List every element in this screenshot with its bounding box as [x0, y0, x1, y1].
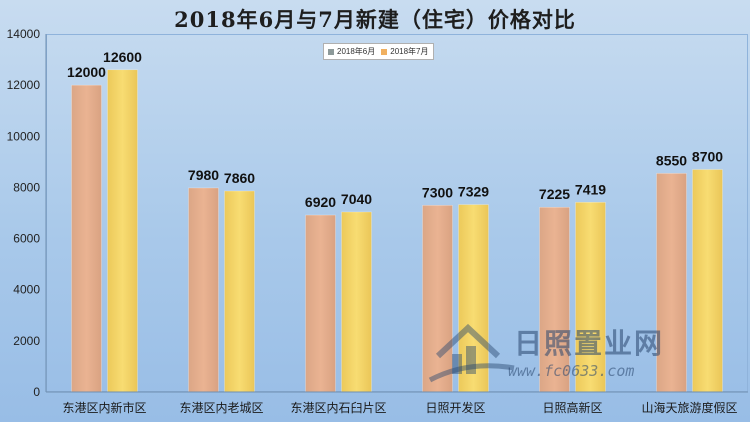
x-category-label: 日照开发区	[425, 400, 485, 415]
y-tick-label: 14000	[7, 27, 41, 41]
watermark: 日照置业网 www.fc0633.com	[428, 316, 728, 386]
legend-label-jul: 2018年7月	[390, 47, 429, 56]
y-tick-label: 4000	[13, 283, 40, 297]
data-label-jun: 6920	[305, 194, 336, 210]
bar-jul	[575, 202, 606, 393]
bar-jul	[458, 204, 489, 393]
y-tick-label: 10000	[7, 129, 41, 143]
x-category-label: 东港区内石臼片区	[290, 400, 386, 415]
y-tick-label: 0	[33, 385, 40, 399]
data-label-jul: 8700	[692, 149, 723, 165]
data-label-jun: 7300	[422, 184, 453, 200]
legend-swatch-jul	[381, 48, 388, 55]
bars-group	[71, 69, 723, 393]
bar-jun	[656, 173, 687, 393]
bar-jul	[224, 190, 255, 393]
legend-item-jun: 2018年6月	[328, 46, 375, 57]
bar-jun	[71, 84, 102, 393]
bar-jun	[188, 187, 219, 393]
bar-jun	[422, 205, 453, 393]
watermark-text: 日照置业网	[514, 327, 665, 360]
x-category-label: 山海天旅游度假区	[641, 400, 737, 415]
watermark-house-icon	[428, 323, 515, 383]
x-category-label: 日照高新区	[542, 400, 602, 415]
data-label-jun: 7225	[539, 186, 570, 202]
y-tick-label: 2000	[13, 334, 40, 348]
legend: 2018年6月 2018年7月	[323, 43, 434, 60]
data-label-jun: 8550	[656, 152, 687, 168]
watermark-url: www.fc0633.com	[508, 362, 635, 380]
bar-jul	[341, 211, 372, 393]
data-label-jul: 12600	[103, 49, 142, 65]
bar-jul	[107, 69, 138, 393]
y-axis: 0 2000 4000 6000 8000 10000 12000 14000	[7, 27, 47, 399]
legend-item-jul: 2018年7月	[381, 46, 429, 57]
x-axis: 东港区内新市区 东港区内老城区 东港区内石臼片区 日照开发区 日照高新区 山海天旅游度假区	[46, 391, 748, 415]
bar-jul	[692, 169, 723, 393]
legend-label-jun: 2018年6月	[337, 47, 376, 56]
x-category-label: 东港区内新市区	[62, 400, 146, 415]
y-tick-label: 12000	[7, 78, 41, 92]
bar-jun	[305, 214, 336, 393]
data-label-jul: 7040	[341, 191, 372, 207]
data-label-jun: 7980	[188, 167, 219, 183]
legend-swatch-jun	[328, 48, 334, 55]
chart-title: 2018年6月与7月新建（住宅）价格对比	[174, 7, 576, 32]
bar-jun	[539, 206, 570, 393]
data-label-jul: 7860	[224, 170, 255, 186]
x-category-label: 东港区内老城区	[179, 401, 263, 415]
y-tick-label: 6000	[13, 232, 40, 246]
data-label-jul: 7419	[575, 181, 606, 197]
data-label-jun: 12000	[67, 64, 106, 80]
y-tick-label: 8000	[13, 180, 40, 194]
data-label-jul: 7329	[458, 184, 489, 200]
